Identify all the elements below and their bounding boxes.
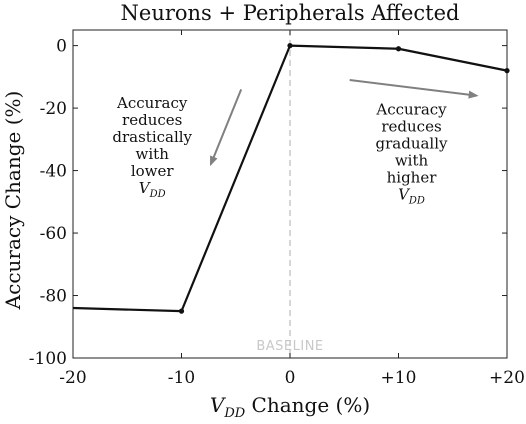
annotation-text-line: drastically xyxy=(112,128,192,146)
data-point xyxy=(287,43,293,49)
data-point xyxy=(504,68,510,74)
x-tick-label: +10 xyxy=(381,368,417,388)
x-axis-title-vdd: V xyxy=(210,393,227,417)
annotation-arrow xyxy=(209,88,243,167)
baseline-label: BASELINE xyxy=(256,339,323,354)
plot-area: BASELINE-20 -10 0 +10 +200-20-40-60-80-100Ac… xyxy=(29,29,525,388)
y-tick-label: -40 xyxy=(40,162,67,182)
x-tick-label: +20 xyxy=(489,368,525,388)
annotation-vdd-label: VDD xyxy=(139,179,166,200)
annotation-text-line: Accuracy xyxy=(116,94,188,112)
data-point xyxy=(395,46,402,52)
y-axis-title: Accuracy Change (%) xyxy=(1,91,25,311)
x-axis-title: VDD Change (%) xyxy=(210,393,370,420)
x-tick-label: -10 xyxy=(168,368,195,388)
y-tick-label: -60 xyxy=(40,224,67,244)
annotation-vdd-label: VDD xyxy=(398,185,425,206)
annotation-text-line: with xyxy=(395,151,429,169)
x-tick-label: -20 xyxy=(59,368,86,388)
annotation-text-line: higher xyxy=(387,168,438,186)
y-tick-label: -100 xyxy=(29,349,67,369)
x-axis-title-rest: Change (%) xyxy=(245,393,370,417)
x-tick-label: 0 xyxy=(285,368,296,388)
annotation-text-line: lower xyxy=(131,162,175,180)
annotation-text-line: with xyxy=(136,145,170,163)
annotation-text-line: gradually xyxy=(376,134,449,152)
annotation-text-line: Accuracy xyxy=(375,100,447,118)
annotation-text-line: reduces xyxy=(381,117,441,135)
y-tick-label: 0 xyxy=(56,37,67,57)
x-axis-title-vdd-subscript: DD xyxy=(223,406,245,420)
chart-title: Neurons + Peripherals Affected xyxy=(121,1,460,25)
annotation-arrow xyxy=(349,78,479,99)
data-point xyxy=(178,308,185,314)
y-tick-label: -80 xyxy=(40,287,67,307)
annotation-text-line: reduces xyxy=(122,111,182,129)
y-tick-label: -20 xyxy=(40,99,67,119)
